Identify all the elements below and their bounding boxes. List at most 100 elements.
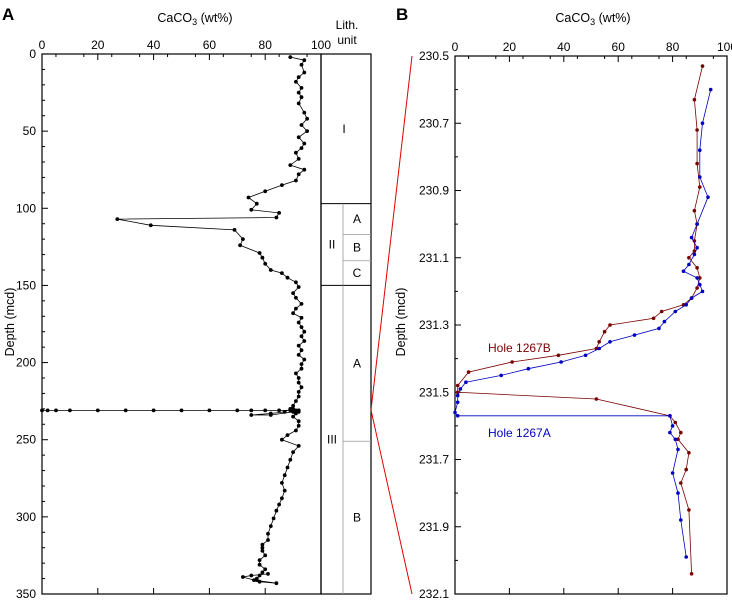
panel-b-y-tick-label-3: 231.1 [419,251,449,265]
panel-b-x-tick-label-0: 0 [452,40,459,54]
panel-b-data-point [692,208,697,213]
panel-a-data-point [291,414,295,419]
lith-subunit-label: A [353,356,361,370]
panel-a-data-point [296,353,301,357]
panel-b-data-point [597,346,601,351]
panel-b-data-point [673,437,678,442]
panel-a-y-tick-label-4: 200 [16,356,36,370]
panel-b-y-tick-label-4: 231.3 [419,318,449,332]
panel-b-data-point [670,471,675,475]
panel-a-data-point [294,306,298,311]
panel-a-data-point [280,271,284,275]
panel-b-data-point [608,340,612,344]
panel-a-data-point [291,311,295,316]
panel-a-x-tick-label-2: 40 [147,38,161,52]
panel-a-y-tick-label-6: 300 [16,510,36,524]
panel-a-series-line-0 [42,56,308,584]
panel-a-data-point [296,390,301,394]
panel-a-data-point [291,450,295,454]
panel-b-data-point [499,373,504,378]
panel-a-data-point [249,408,254,413]
panel-a-data-point [302,339,307,343]
panel-a-data-point [257,573,262,578]
panel-a-data-point [305,116,309,121]
panel-b-data-point [695,161,699,166]
panel-b-data-point [689,572,694,576]
panel-a-y-axis-title: Depth (mcd) [3,288,17,357]
panel-a-data-point [302,70,307,75]
panel-a-series [40,55,309,586]
panel-a-x-tick-label-0: 0 [39,38,46,52]
panel-b-data-point [687,255,691,260]
panel-a-data-point [277,211,281,215]
panel-b-series: Hole 1267B Hole 1267A [453,64,713,576]
panel-a-data-point [257,251,262,255]
panel-a-data-point [291,291,295,295]
panel-b-data-point [602,329,607,334]
lith-unit-label: I [342,122,345,136]
panel-a-data-point [249,573,254,578]
panel-b-y-tick-label-7: 231.9 [419,520,449,534]
panel-a-data-point [288,457,293,462]
panel-a-data-point [296,419,301,424]
panel-b-data-point [676,447,680,452]
panel-a-data-point [294,428,298,433]
panel-a-data-point [40,408,44,413]
panel-b-data-point [526,366,531,371]
panel-a-data-point [299,95,304,100]
panel-b-data-point [455,414,460,418]
panel-a-data-point [299,302,304,306]
zoom-connector-bottom [370,409,413,595]
panel-b-data-point [689,235,694,240]
panel-a-data-point [296,376,301,380]
panel-a-data-point [288,163,293,168]
panel-a-data-point [299,385,304,390]
panel-b-data-point [464,380,468,385]
panel-a-data-point [294,411,298,416]
panel-b-data-point [668,414,672,418]
lith-header-line1: Lith. [336,18,359,32]
panel-a-data-point [263,553,268,558]
panel-b-data-point [687,508,691,512]
panel-b-data-point [657,326,661,331]
panel-a-data-point [288,55,293,59]
panel-b-y-tick-label-2: 230.9 [419,184,449,198]
panel-a-data-point [95,408,100,413]
panel-b-x-tick-label-3: 60 [612,40,626,54]
panel-a-data-point [294,178,298,183]
panel-a-data-point [302,141,307,146]
panel-b-data-point [698,148,702,152]
panel-b-data-point [594,397,599,401]
panel-a-data-point [296,101,301,106]
panel-a-data-point [151,408,156,413]
panel-a-data-point [238,243,243,248]
panel-b-data-point [695,245,699,250]
panel-a-data-point [296,410,301,414]
panel-a-data-point [148,223,153,228]
panel-a-data-point [296,343,301,348]
panel-b-data-point [684,467,688,472]
panel-a-data-point [45,408,50,413]
panel-b-data-point [455,393,460,398]
panel-b-data-point [698,175,702,179]
panel-a-y-tick-label-1: 50 [23,124,37,138]
panel-a-data-point [123,408,128,413]
panel-b-data-point [695,222,699,226]
panel-b-chart: CaCO3 (wt%) Depth (mcd) 0 20 40 60 80 100 230.… [394,11,732,601]
panel-a-data-point [54,408,58,413]
lith-unit-label: II [329,238,336,252]
panel-a-data-point [280,437,284,442]
panel-b-x-tick-label-1: 20 [503,40,517,54]
panel-a-data-point [260,545,265,550]
panel-b-y-tick-label-8: 232.1 [419,587,449,601]
panel-b-data-point [453,410,457,415]
panel-b-data-point [681,269,686,274]
panel-a-data-point [288,408,293,413]
panel-a-data-point [294,399,298,403]
panel-a-data-point [294,150,298,155]
panel-b-data-point [679,481,683,485]
panel-a-data-point [249,413,254,417]
panel-a-data-point [294,408,298,413]
